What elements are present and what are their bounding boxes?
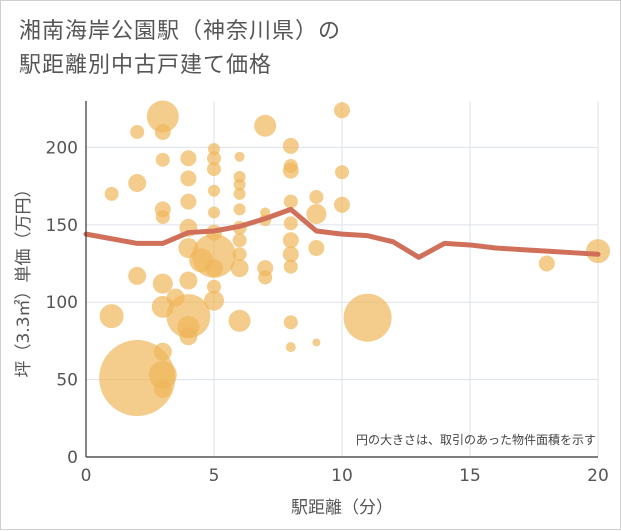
- data-bubble: [179, 327, 198, 346]
- data-bubble: [208, 206, 220, 219]
- data-bubble: [207, 151, 221, 166]
- data-bubble: [308, 240, 325, 257]
- data-bubble: [282, 246, 299, 263]
- data-bubble: [260, 207, 271, 218]
- data-bubble: [205, 259, 223, 278]
- data-bubble: [180, 150, 197, 167]
- data-bubble: [234, 151, 245, 162]
- data-bubble: [538, 255, 555, 272]
- data-bubble: [312, 338, 321, 347]
- data-bubble: [192, 233, 236, 278]
- data-bubble: [130, 124, 145, 139]
- chart-title: 湘南海岸公園駅（神奈川県）の 駅距離別中古戸建て価格: [19, 15, 341, 83]
- data-bubble: [230, 259, 249, 278]
- y-tick-label: 200: [46, 138, 78, 158]
- data-bubble: [204, 290, 224, 311]
- data-bubble: [334, 102, 350, 119]
- chart-title-line2: 駅距離別中古戸建て価格: [19, 53, 273, 78]
- data-bubble: [146, 100, 179, 133]
- data-bubble: [154, 123, 171, 140]
- y-axis-title: 坪（3.3㎡）単価（万円）: [14, 180, 34, 377]
- x-tick-label: 20: [587, 466, 609, 486]
- x-tick-label: 0: [81, 466, 92, 486]
- data-bubble: [283, 216, 298, 231]
- data-bubble: [233, 203, 246, 216]
- data-bubble: [208, 184, 220, 197]
- data-bubble: [207, 162, 221, 177]
- data-bubble: [282, 232, 299, 249]
- data-bubble: [306, 203, 327, 224]
- data-bubble: [285, 342, 296, 353]
- data-bubble: [283, 259, 298, 274]
- data-bubble: [258, 270, 273, 285]
- data-bubble: [104, 186, 119, 201]
- data-bubble: [128, 266, 147, 285]
- data-bubble: [233, 170, 246, 183]
- data-bubble: [148, 360, 177, 389]
- trend-line: [83, 206, 601, 260]
- data-bubble: [128, 174, 147, 193]
- data-bubble: [152, 273, 173, 294]
- data-bubble: [232, 247, 247, 262]
- data-bubble: [233, 187, 246, 200]
- data-bubble: [180, 170, 197, 187]
- data-bubble: [99, 340, 176, 417]
- data-bubble: [153, 379, 172, 398]
- data-bubble: [586, 239, 610, 264]
- data-bubble: [309, 189, 324, 204]
- x-tick-label: 5: [209, 466, 220, 486]
- data-bubble: [153, 342, 172, 361]
- x-axis-title: 駅距離（分）: [291, 498, 393, 518]
- data-bubble: [180, 193, 197, 210]
- data-bubble: [155, 210, 170, 225]
- data-bubble: [232, 233, 247, 248]
- data-bubble: [254, 114, 277, 137]
- data-bubble: [283, 159, 298, 174]
- data-bubble: [282, 137, 299, 154]
- data-bubble: [335, 165, 349, 180]
- data-bubble: [343, 293, 392, 342]
- data-bubble: [283, 194, 298, 209]
- y-tick-label: 100: [46, 293, 78, 313]
- data-bubble: [207, 279, 221, 294]
- x-tick-label: 10: [331, 466, 353, 486]
- data-bubble: [99, 304, 124, 329]
- y-tick-label: 150: [46, 216, 78, 236]
- y-tick-label: 50: [56, 371, 78, 391]
- data-bubble: [179, 271, 198, 290]
- x-tick-label: 15: [459, 466, 481, 486]
- data-bubble: [334, 196, 350, 213]
- data-bubble: [283, 315, 298, 330]
- chart-title-line1: 湘南海岸公園駅（神奈川県）の: [19, 19, 342, 44]
- data-bubble: [228, 309, 251, 332]
- data-bubble: [155, 152, 170, 167]
- bubble-size-note: 円の大きさは、取引のあった物件面積を示す: [356, 432, 596, 447]
- data-bubble: [208, 142, 220, 155]
- trend-line-group: [83, 206, 601, 260]
- y-tick-label: 0: [67, 448, 78, 468]
